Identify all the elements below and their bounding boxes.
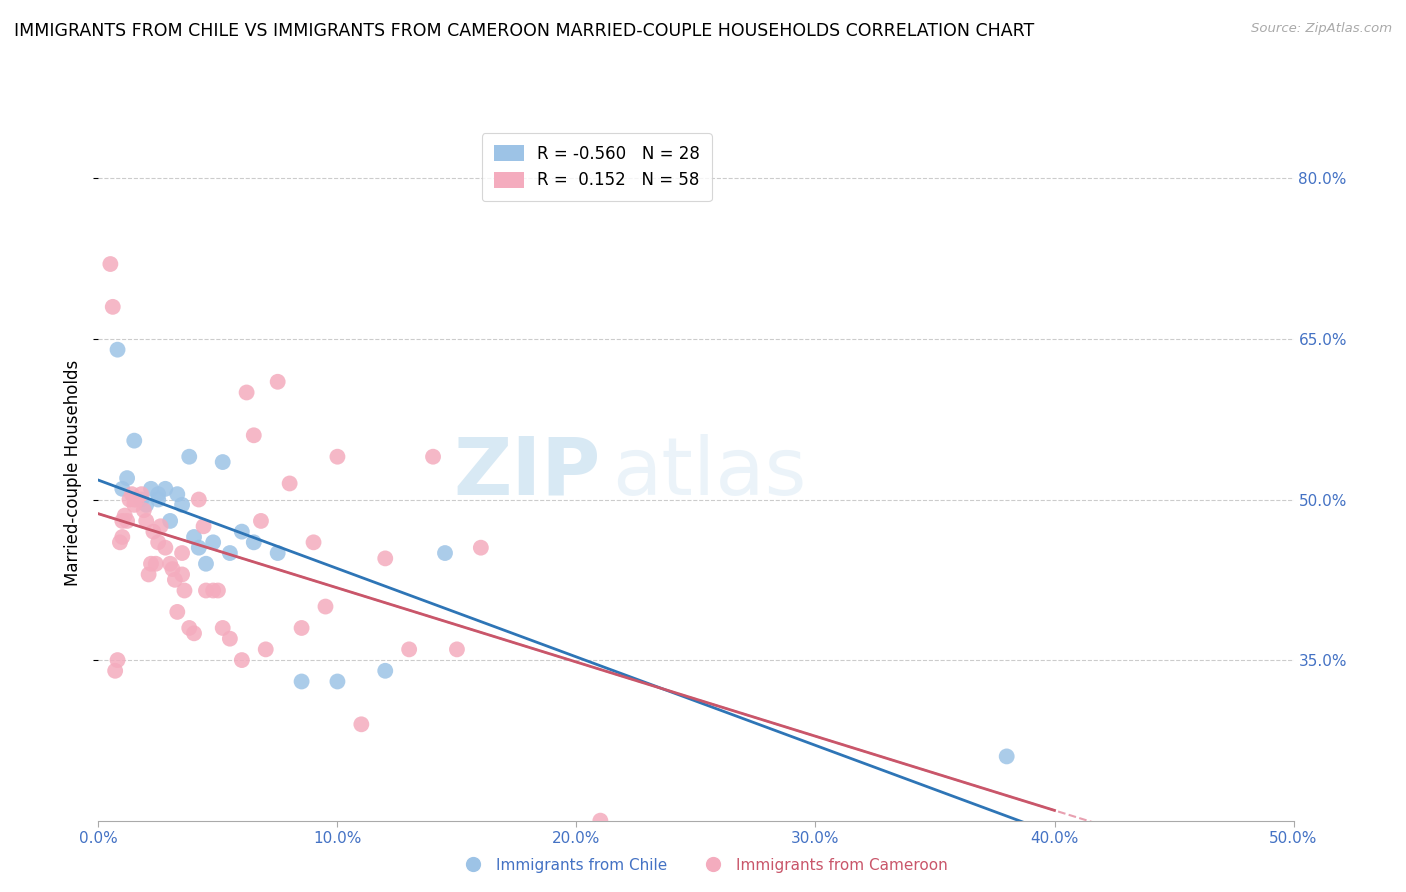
Point <box>111 482 134 496</box>
Y-axis label: Married-couple Households: Married-couple Households <box>65 359 83 586</box>
Point <box>166 605 188 619</box>
Point <box>135 498 157 512</box>
Point <box>207 583 229 598</box>
Point <box>125 492 148 507</box>
Point <box>172 498 194 512</box>
Point <box>124 492 146 507</box>
Point <box>219 546 242 560</box>
Point <box>148 487 170 501</box>
Point <box>219 632 242 646</box>
Point <box>194 557 218 571</box>
Point <box>254 642 277 657</box>
Point <box>422 450 444 464</box>
Point <box>111 530 134 544</box>
Point <box>291 621 314 635</box>
Point <box>374 551 396 566</box>
Point <box>350 717 373 731</box>
Point <box>163 573 186 587</box>
Point <box>374 664 396 678</box>
Legend: Immigrants from Chile, Immigrants from Cameroon: Immigrants from Chile, Immigrants from C… <box>451 852 955 879</box>
Point <box>446 642 468 657</box>
Point <box>101 300 124 314</box>
Point <box>173 583 195 598</box>
Point <box>243 428 266 442</box>
Text: ZIP: ZIP <box>453 434 600 512</box>
Point <box>159 557 181 571</box>
Point <box>107 653 129 667</box>
Point <box>194 583 218 598</box>
Point <box>291 674 314 689</box>
Point <box>398 642 420 657</box>
Point <box>193 519 215 533</box>
Point <box>231 653 253 667</box>
Point <box>145 557 167 571</box>
Point <box>172 546 194 560</box>
Point <box>138 567 160 582</box>
Point <box>267 375 290 389</box>
Point <box>202 583 225 598</box>
Point <box>108 535 131 549</box>
Point <box>115 471 138 485</box>
Point <box>131 487 153 501</box>
Point <box>159 514 181 528</box>
Point <box>142 524 165 539</box>
Point <box>179 450 201 464</box>
Point <box>162 562 184 576</box>
Point <box>148 535 170 549</box>
Point <box>211 455 233 469</box>
Point <box>326 450 349 464</box>
Point <box>235 385 257 400</box>
Point <box>433 546 456 560</box>
Text: Source: ZipAtlas.com: Source: ZipAtlas.com <box>1251 22 1392 36</box>
Text: IMMIGRANTS FROM CHILE VS IMMIGRANTS FROM CAMEROON MARRIED-COUPLE HOUSEHOLDS CORR: IMMIGRANTS FROM CHILE VS IMMIGRANTS FROM… <box>14 22 1035 40</box>
Point <box>326 674 349 689</box>
Point <box>131 492 153 507</box>
Point <box>111 514 134 528</box>
Point <box>132 503 155 517</box>
Point <box>187 541 209 555</box>
Legend: R = -0.560   N = 28, R =  0.152   N = 58: R = -0.560 N = 28, R = 0.152 N = 58 <box>482 133 711 201</box>
Point <box>166 487 188 501</box>
Point <box>114 508 136 523</box>
Point <box>302 535 325 549</box>
Point <box>124 434 146 448</box>
Point <box>243 535 266 549</box>
Point <box>104 664 127 678</box>
Point <box>107 343 129 357</box>
Point <box>121 487 143 501</box>
Point <box>115 514 138 528</box>
Point <box>231 524 253 539</box>
Point <box>148 492 170 507</box>
Point <box>187 492 209 507</box>
Point <box>250 514 273 528</box>
Point <box>155 482 177 496</box>
Point <box>139 482 162 496</box>
Point <box>315 599 337 614</box>
Point <box>118 492 141 507</box>
Point <box>211 621 233 635</box>
Point <box>183 530 205 544</box>
Point <box>589 814 612 828</box>
Point <box>179 621 201 635</box>
Point <box>278 476 301 491</box>
Point <box>155 541 177 555</box>
Point <box>124 498 146 512</box>
Point <box>183 626 205 640</box>
Point <box>470 541 492 555</box>
Point <box>995 749 1018 764</box>
Point <box>98 257 122 271</box>
Point <box>267 546 290 560</box>
Point <box>139 557 162 571</box>
Point <box>202 535 225 549</box>
Point <box>135 514 157 528</box>
Text: atlas: atlas <box>613 434 807 512</box>
Point <box>149 519 172 533</box>
Point <box>172 567 194 582</box>
